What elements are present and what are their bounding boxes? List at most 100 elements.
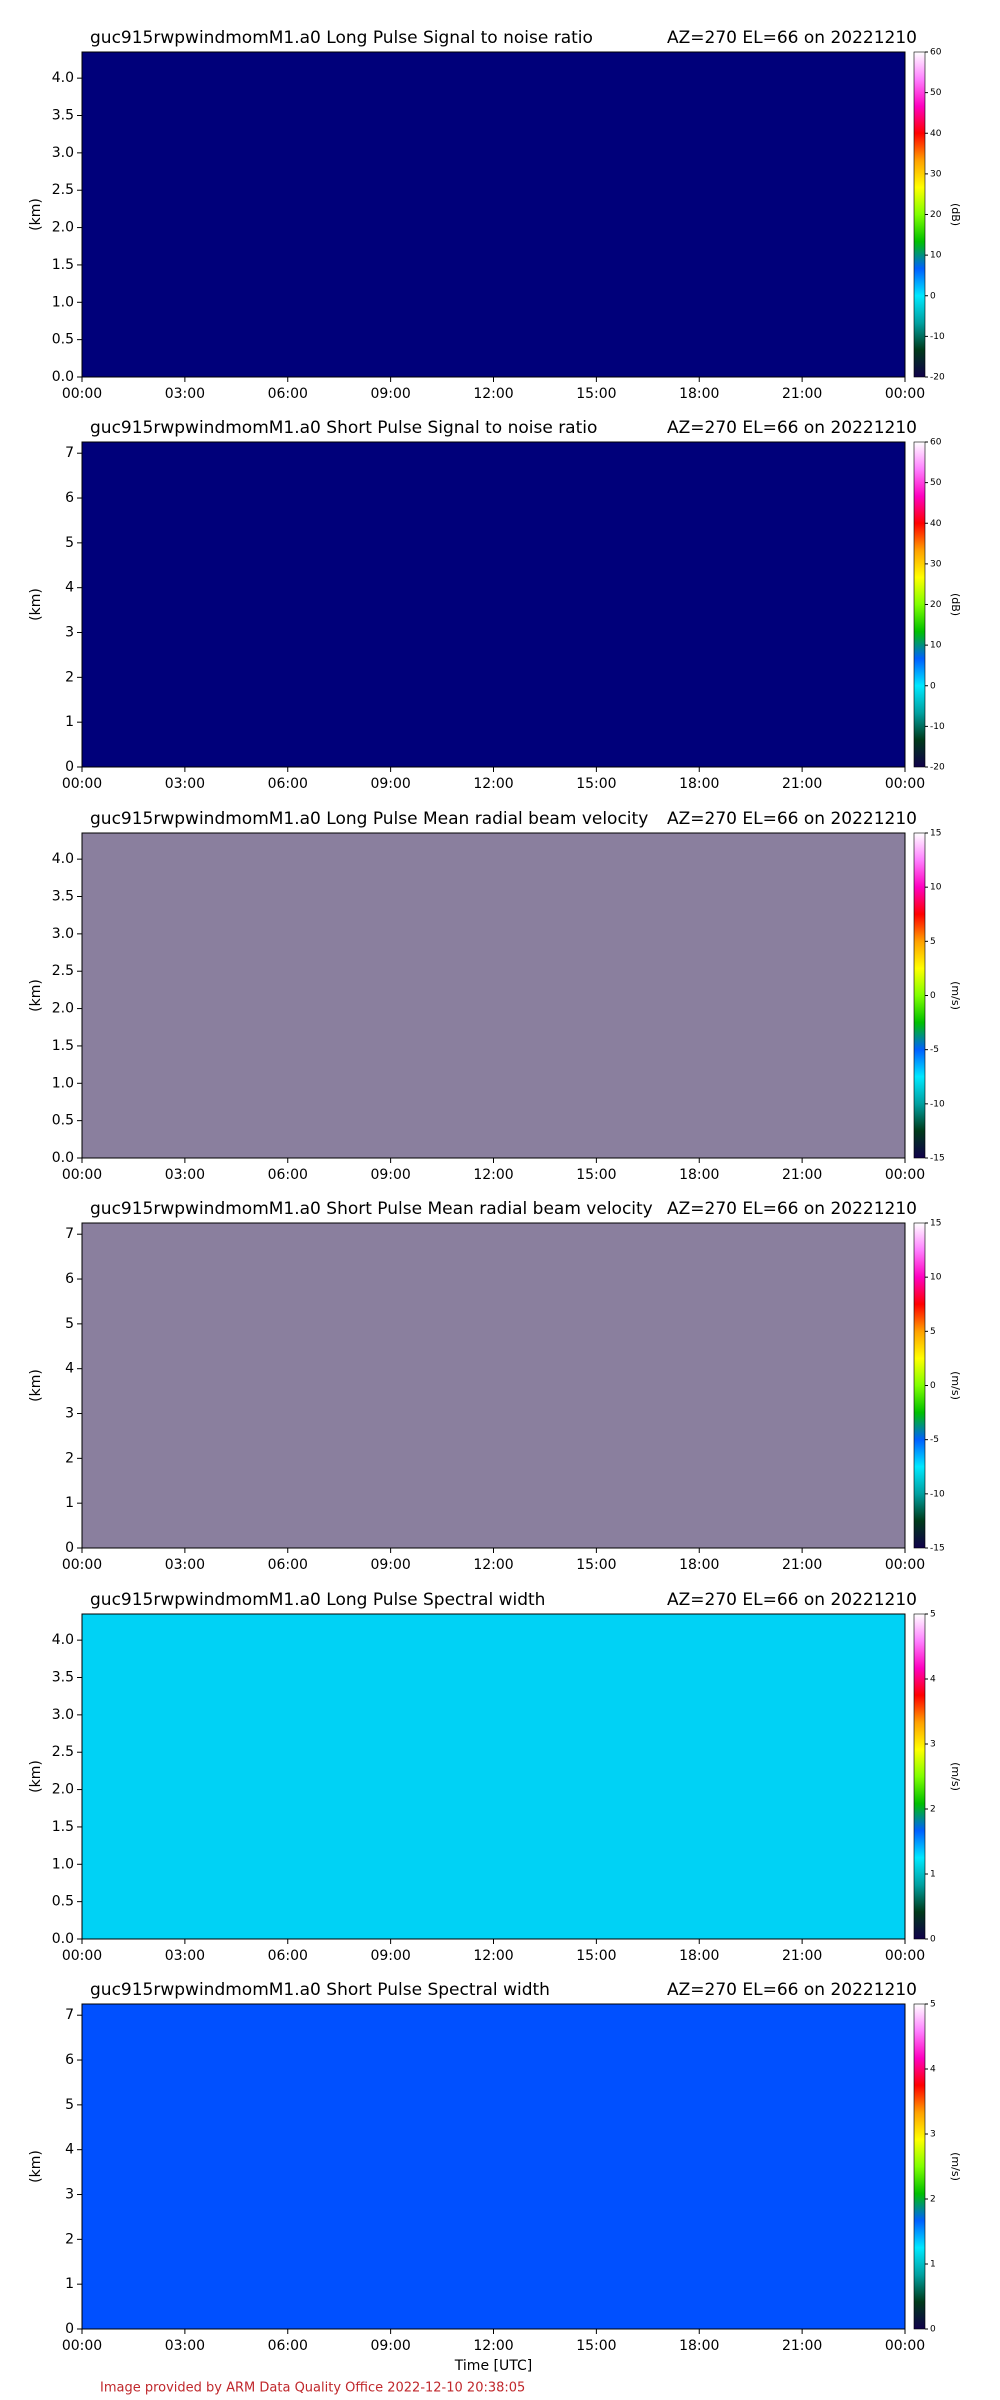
x-tick-label: 18:00	[679, 2338, 719, 2354]
y-axis-label: (km)	[28, 588, 44, 621]
colorbar-tick-label: -10	[930, 1099, 945, 1109]
colorbar-tick-label: 1	[930, 1870, 936, 1880]
x-tick-label: 12:00	[473, 776, 513, 792]
x-tick-label: 00:00	[62, 1948, 102, 1964]
panel: guc915rwpwindmomM1.a0 Long Pulse Spectra…	[28, 1590, 962, 1964]
colorbar-tick-label: 3	[930, 2130, 936, 2140]
panel: guc915rwpwindmomM1.a0 Long Pulse Signal …	[28, 28, 962, 402]
x-tick-label: 12:00	[473, 1948, 513, 1964]
colorbar	[913, 441, 926, 768]
colorbar-tick-label: 10	[930, 641, 942, 651]
y-tick-label: 1.5	[52, 1038, 74, 1054]
x-tick-label: 15:00	[576, 386, 616, 402]
y-tick-label: 4	[65, 580, 74, 596]
y-tick-label: 3	[65, 625, 74, 641]
colorbar-tick-label: -20	[930, 373, 945, 383]
x-tick-label: 09:00	[370, 776, 410, 792]
panel: guc915rwpwindmomM1.a0 Short Pulse Spectr…	[28, 1980, 962, 2374]
y-tick-label: 6	[65, 2052, 74, 2068]
y-tick-label: 1.0	[52, 294, 74, 310]
plot-area	[82, 2004, 905, 2329]
x-tick-label: 18:00	[679, 386, 719, 402]
y-tick-label: 3.0	[52, 145, 74, 161]
y-tick-label: 6	[65, 1271, 74, 1287]
colorbar-tick-label: -15	[930, 1154, 945, 1164]
x-tick-label: 12:00	[473, 1167, 513, 1183]
x-tick-label: 03:00	[165, 2338, 205, 2354]
plot-area	[82, 1614, 905, 1939]
x-tick-label: 00:00	[885, 386, 925, 402]
x-tick-label: 18:00	[679, 1948, 719, 1964]
colorbar-tick-label: -10	[930, 722, 945, 732]
plot-area	[82, 52, 905, 377]
y-tick-label: 2.0	[52, 220, 74, 236]
colorbar-tick-label: -10	[930, 1489, 945, 1499]
x-tick-label: 15:00	[576, 776, 616, 792]
colorbar-tick-label: 50	[930, 88, 942, 98]
x-tick-label: 00:00	[885, 1948, 925, 1964]
panel-subtitle: AZ=270 EL=66 on 20221210	[667, 1590, 917, 1610]
footer: Image provided by ARM Data Quality Offic…	[100, 2381, 525, 2396]
x-tick-label: 15:00	[576, 1948, 616, 1964]
colorbar-label: (m/s)	[949, 981, 962, 1010]
x-axis-label: Time [UTC]	[454, 2358, 532, 2374]
colorbar-tick-label: 30	[930, 559, 942, 569]
y-tick-label: 5	[65, 535, 74, 551]
colorbar-tick-label: 0	[930, 991, 936, 1001]
panel: guc915rwpwindmomM1.a0 Long Pulse Mean ra…	[28, 809, 962, 1183]
y-tick-label: 5	[65, 2097, 74, 2113]
y-tick-label: 2	[65, 2231, 74, 2247]
colorbar-tick-label: 0	[930, 1381, 936, 1391]
y-tick-label: 2	[65, 669, 74, 685]
y-tick-label: 4.0	[52, 70, 74, 86]
colorbar-tick-label: 3	[930, 1740, 936, 1750]
colorbar-label: (m/s)	[949, 1762, 962, 1791]
y-tick-label: 0	[65, 1540, 74, 1556]
x-tick-label: 06:00	[268, 776, 308, 792]
x-tick-label: 00:00	[62, 1167, 102, 1183]
y-tick-label: 3	[65, 1406, 74, 1422]
x-tick-label: 21:00	[782, 1167, 822, 1183]
x-tick-label: 21:00	[782, 2338, 822, 2354]
colorbar-label: (m/s)	[949, 1371, 962, 1400]
colorbar-tick-label: 4	[930, 1675, 936, 1685]
x-tick-label: 03:00	[165, 776, 205, 792]
y-tick-label: 7	[65, 445, 74, 461]
panel: guc915rwpwindmomM1.a0 Short Pulse Signal…	[28, 418, 962, 792]
colorbar-tick-label: 40	[930, 519, 942, 529]
x-tick-label: 09:00	[370, 1557, 410, 1573]
x-tick-label: 18:00	[679, 776, 719, 792]
y-tick-label: 0.0	[52, 369, 74, 385]
colorbar-tick-label: 2	[930, 1805, 936, 1815]
colorbar-tick-label: 5	[930, 937, 936, 947]
y-tick-label: 7	[65, 2007, 74, 2023]
y-tick-label: 3.5	[52, 1670, 74, 1686]
colorbar-tick-label: 0	[930, 291, 936, 301]
panel-title: guc915rwpwindmomM1.a0 Short Pulse Signal…	[90, 418, 597, 438]
y-tick-label: 1	[65, 2276, 74, 2292]
x-tick-label: 09:00	[370, 386, 410, 402]
colorbar-tick-label: 40	[930, 129, 942, 139]
colorbar-tick-label: 10	[930, 251, 942, 261]
colorbar-tick-label: 20	[930, 600, 942, 610]
x-tick-label: 06:00	[268, 1557, 308, 1573]
y-tick-label: 0.5	[52, 1894, 74, 1910]
y-axis-label: (km)	[28, 2150, 44, 2183]
x-tick-label: 03:00	[165, 1167, 205, 1183]
x-tick-label: 03:00	[165, 1948, 205, 1964]
x-tick-label: 12:00	[473, 1557, 513, 1573]
x-tick-label: 00:00	[885, 2338, 925, 2354]
y-tick-label: 1.0	[52, 1856, 74, 1872]
colorbar	[913, 1222, 926, 1549]
panel-subtitle: AZ=270 EL=66 on 20221210	[667, 28, 917, 48]
colorbar-tick-label: 5	[930, 1327, 936, 1337]
colorbar-tick-label: 5	[930, 2000, 936, 2010]
colorbar-tick-label: 50	[930, 478, 942, 488]
colorbar-tick-label: 10	[930, 1273, 942, 1283]
x-tick-label: 00:00	[62, 1557, 102, 1573]
colorbar-tick-label: 60	[930, 48, 942, 58]
y-tick-label: 0.0	[52, 1931, 74, 1947]
plot-area	[82, 1223, 905, 1548]
panel: guc915rwpwindmomM1.a0 Short Pulse Mean r…	[28, 1199, 962, 1573]
y-tick-label: 2.5	[52, 1744, 74, 1760]
